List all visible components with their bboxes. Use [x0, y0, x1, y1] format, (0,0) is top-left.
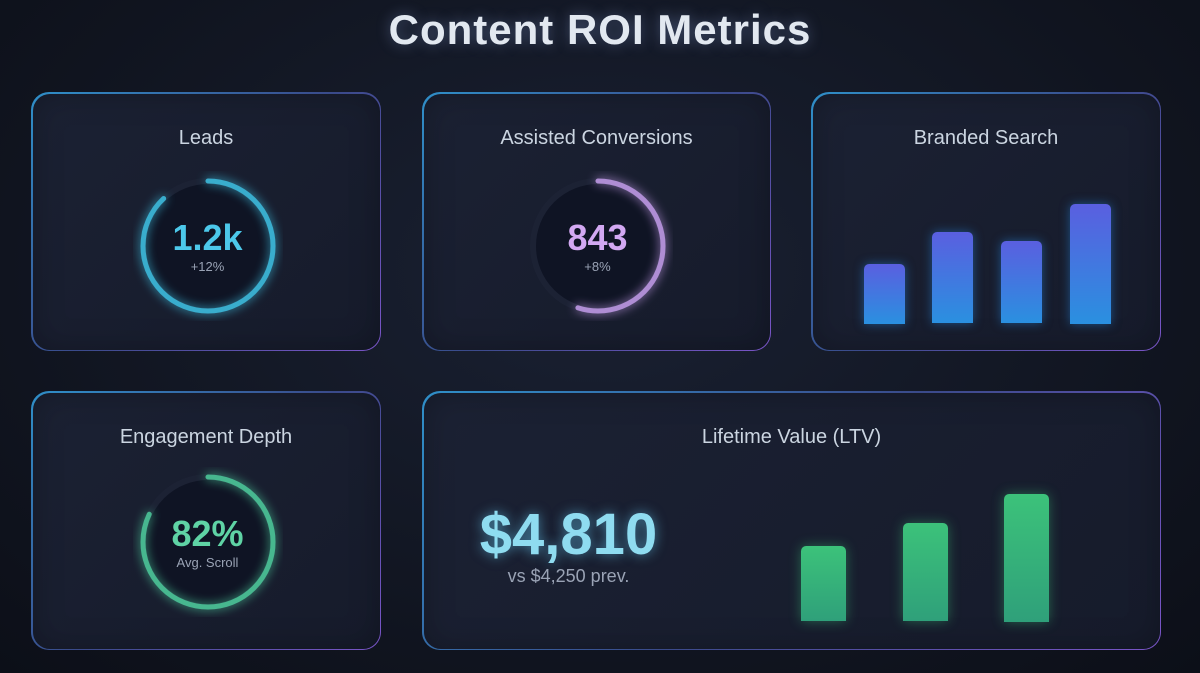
branded-search-bar [863, 263, 905, 324]
leads-value: 1.2k [172, 216, 243, 258]
conversions-change: +8% [584, 258, 611, 274]
branded-search-bar [931, 232, 973, 324]
ltv-bar [1003, 493, 1049, 622]
ring-progress [140, 178, 275, 313]
ltv-bar [800, 545, 846, 622]
branded-search-bar [1069, 203, 1111, 324]
conversions-value: 843 [567, 216, 628, 258]
card-title: Lifetime Value (LTV) [701, 425, 882, 448]
engagement-ring: 82% Avg. Scroll [133, 467, 283, 617]
leads-card: Leads 1.2k +12% [31, 92, 381, 351]
assisted-conversions-card: Assisted Conversions 843 +8% [422, 92, 771, 351]
progress-ring [529, 177, 666, 314]
ltv-previous: vs $4,250 prev. [507, 565, 630, 586]
leads-change: +12% [190, 258, 225, 274]
card-title: Assisted Conversions [500, 126, 693, 149]
engagement-value: 82% [171, 512, 244, 554]
ring-progress [530, 178, 665, 313]
ltv-card: Lifetime Value (LTV) $4,810 vs $4,250 pr… [422, 391, 1161, 650]
engagement-depth-card: Engagement Depth 82% Avg. Scroll [31, 391, 381, 650]
branded-search-bar [1000, 240, 1042, 324]
engagement-label: Avg. Scroll [176, 554, 239, 570]
progress-ring [139, 473, 276, 610]
conversions-ring: 843 +8% [523, 171, 673, 321]
branded-search-card: Branded Search [811, 92, 1161, 351]
card-title: Leads [178, 126, 234, 149]
page-title: Content ROI Metrics [388, 6, 812, 53]
ltv-bar [902, 522, 948, 622]
leads-ring: 1.2k +12% [133, 171, 283, 321]
ring-progress [140, 474, 275, 609]
progress-ring [139, 177, 276, 314]
card-title: Branded Search [913, 126, 1059, 149]
card-title: Engagement Depth [119, 425, 293, 448]
ltv-value: $4,810 [479, 501, 658, 567]
